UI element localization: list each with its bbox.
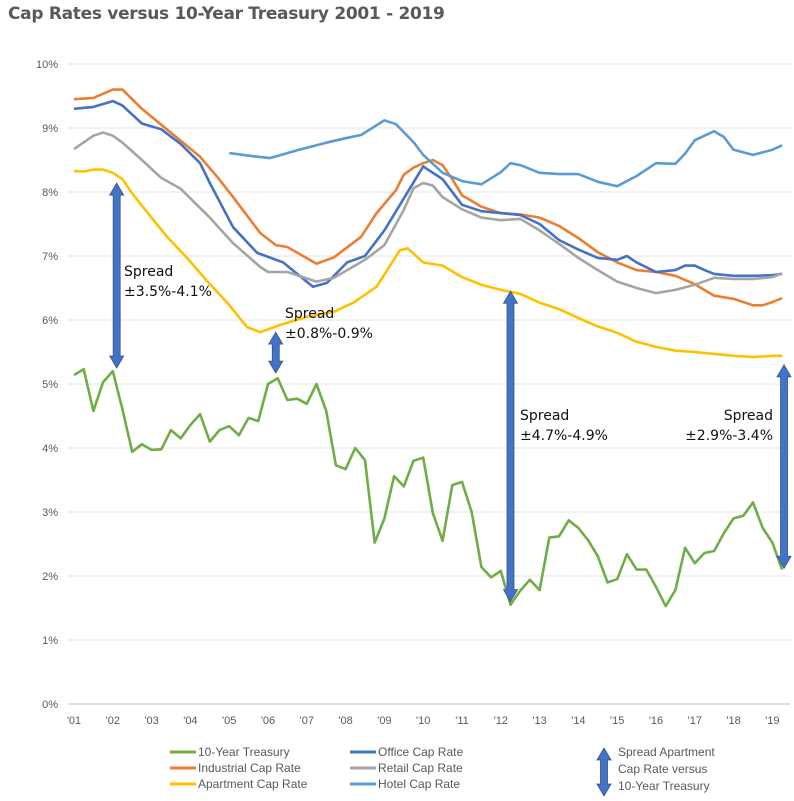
legend-label: Cap Rate versus — [618, 762, 707, 776]
legend-item: Industrial Cap Rate — [170, 761, 301, 775]
y-tick-label: 7% — [42, 251, 58, 263]
x-tick-label: '08 — [338, 715, 352, 727]
y-tick-label: 5% — [42, 379, 58, 391]
spread-label: Spread — [724, 408, 773, 424]
x-tick-label: '19 — [765, 715, 779, 727]
x-tick-label: '02 — [106, 715, 120, 727]
legend-item: Retail Cap Rate — [350, 761, 463, 775]
legend-item: 10-Year Treasury — [170, 745, 290, 759]
y-tick-label: 2% — [42, 571, 58, 583]
spread-arrow — [108, 182, 125, 369]
x-tick-label: '16 — [649, 715, 663, 727]
y-tick-label: 4% — [42, 443, 58, 455]
y-tick-label: 0% — [42, 699, 58, 711]
x-tick-label: '14 — [571, 715, 585, 727]
spread-label: Spread — [520, 408, 569, 424]
legend-label: Office Cap Rate — [378, 745, 463, 759]
y-tick-label: 1% — [42, 635, 58, 647]
double-arrow-icon — [596, 747, 612, 797]
series-line-retail-cap-rate — [73, 131, 783, 295]
legend-label: Hotel Cap Rate — [378, 777, 460, 791]
legend-spread-arrow — [596, 747, 612, 797]
y-tick-label: 9% — [42, 123, 58, 135]
legend-item: Apartment Cap Rate — [170, 777, 308, 791]
double-arrow-icon — [502, 290, 519, 603]
legend-label: Apartment Cap Rate — [198, 777, 308, 791]
x-tick-label: '11 — [455, 715, 469, 727]
double-arrow-icon — [268, 331, 284, 374]
spread-arrow — [776, 364, 792, 570]
x-tick-label: '17 — [688, 715, 702, 727]
x-tick-label: '18 — [726, 715, 740, 727]
spread-value: ±4.7%-4.9% — [520, 428, 608, 444]
y-tick-label: 3% — [42, 507, 58, 519]
spread-value: ±0.8%-0.9% — [285, 326, 373, 342]
double-arrow-icon — [108, 182, 125, 369]
spread-label: Spread — [124, 264, 173, 280]
x-tick-label: '09 — [377, 715, 391, 727]
spread-label: Spread — [285, 306, 334, 322]
series-line-office-cap-rate — [73, 99, 783, 288]
x-tick-label: '07 — [300, 715, 314, 727]
spread-value: ±3.5%-4.1% — [124, 284, 212, 300]
x-tick-label: '01 — [67, 715, 81, 727]
legend-label: 10-Year Treasury — [198, 745, 290, 759]
legend-label: 10-Year Treasury — [618, 779, 710, 793]
series-line-hotel-cap-rate — [229, 119, 783, 188]
legend-label: Industrial Cap Rate — [198, 761, 301, 775]
y-tick-label: 10% — [36, 59, 58, 71]
x-tick-label: '04 — [183, 715, 197, 727]
x-tick-label: '15 — [610, 715, 624, 727]
legend-label: Retail Cap Rate — [378, 761, 463, 775]
x-tick-label: '12 — [494, 715, 508, 727]
legend-item: Office Cap Rate — [350, 745, 463, 759]
spread-arrow — [268, 331, 284, 374]
double-arrow-icon — [776, 364, 792, 570]
series-line-apartment-cap-rate — [73, 168, 783, 359]
series-line-industrial-cap-rate — [73, 88, 783, 307]
legend-item: Hotel Cap Rate — [350, 777, 460, 791]
y-tick-label: 8% — [42, 187, 58, 199]
series-line-10-year-treasury — [73, 368, 784, 608]
y-tick-label: 6% — [42, 315, 58, 327]
spread-value: ±2.9%-3.4% — [685, 428, 773, 444]
x-tick-label: '03 — [144, 715, 158, 727]
chart-title: Cap Rates versus 10-Year Treasury 2001 -… — [8, 4, 445, 24]
x-tick-label: '06 — [261, 715, 275, 727]
x-tick-label: '05 — [222, 715, 236, 727]
legend-label: Spread Apartment — [618, 745, 715, 759]
x-tick-label: '10 — [416, 715, 430, 727]
spread-arrow — [502, 290, 519, 603]
x-tick-label: '13 — [532, 715, 546, 727]
